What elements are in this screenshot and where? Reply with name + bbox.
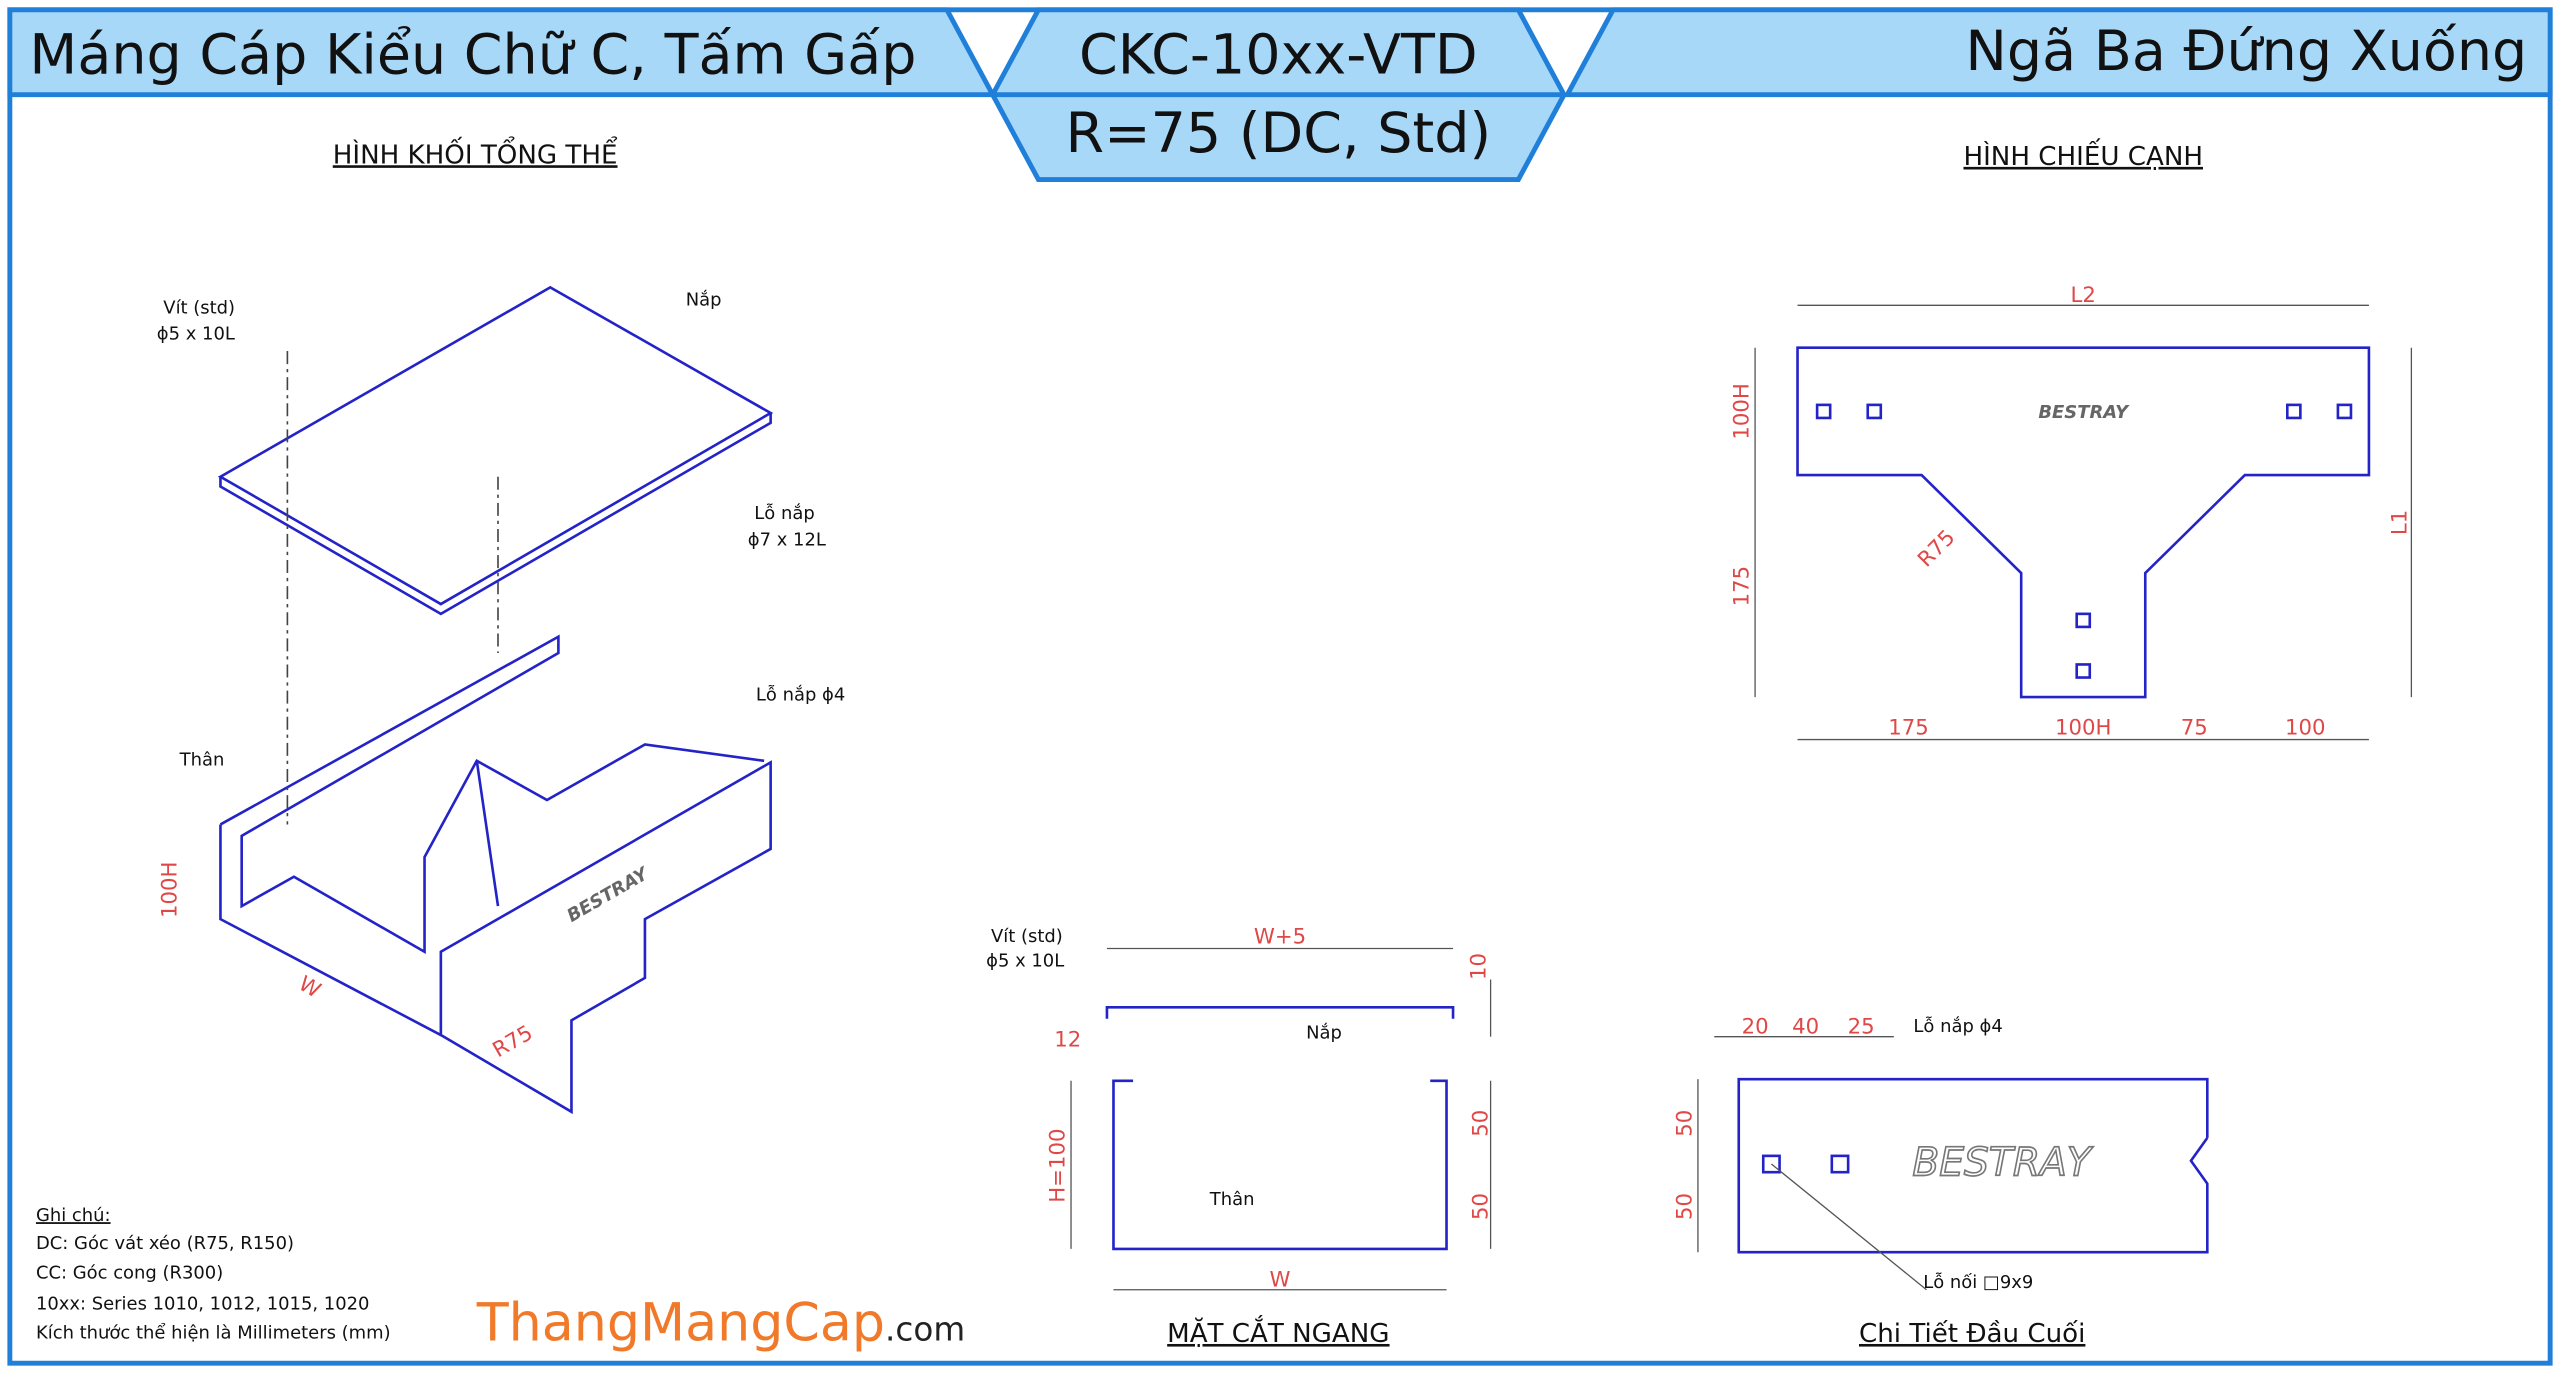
dimension: 100H (2055, 716, 2111, 741)
dimension: 25 (1848, 1014, 1875, 1039)
view-title: MẶT CẮT NGANG (1167, 1314, 1389, 1349)
label: Vít (std) (991, 926, 1063, 947)
view-title: HÌNH CHIẾU CẠNH (1963, 137, 2203, 172)
title: Máng Cáp Kiểu Chữ C, Tấm Gấp (29, 22, 916, 87)
radius-spec: R=75 (DC, Std) (1066, 101, 1492, 166)
dimension: 100H (157, 862, 182, 918)
label: Lỗ nắp (754, 503, 814, 524)
note: CC: Góc cong (R300) (36, 1262, 223, 1283)
dimension: 10 (1467, 953, 1492, 980)
label: Nắp (686, 289, 722, 310)
label: Thân (1209, 1189, 1255, 1210)
isometric-view: HÌNH KHỐI TỔNG THỂ Vít (std) ϕ5 x 10L Nắ… (157, 135, 845, 1115)
label: Thân (179, 750, 225, 771)
view-title: Chi Tiết Đầu Cuối (1859, 1319, 2085, 1349)
section-view: MẶT CẮT NGANG Vít (std) ϕ5 x 10L W+5 10 … (986, 925, 1493, 1349)
dimension: 12 (1054, 1027, 1081, 1052)
label: ϕ7 x 12L (748, 529, 826, 550)
note: 10xx: Series 1010, 1012, 1015, 1020 (36, 1293, 369, 1314)
label: Lỗ nắp ϕ4 (756, 684, 845, 705)
dimension-lines (1697, 1036, 1927, 1291)
label: Nắp (1306, 1022, 1342, 1043)
product-type: Ngã Ba Đứng Xuống (1965, 19, 2527, 84)
dimension: 100 (2285, 716, 2326, 741)
notes: Ghi chú: DC: Góc vát xéo (R75, R150) CC:… (36, 1205, 391, 1344)
body-back (219, 634, 765, 955)
body-inner (475, 760, 500, 907)
dimension: 100H (1730, 383, 1755, 439)
dimension: 50 (1672, 1193, 1697, 1220)
outline (1737, 1077, 2209, 1254)
note: DC: Góc vát xéo (R75, R150) (36, 1233, 294, 1254)
dimension: 50 (1468, 1110, 1493, 1137)
label: ϕ5 x 10L (157, 324, 235, 345)
label: Vít (std) (163, 297, 235, 318)
dimension: L1 (2387, 510, 2412, 535)
side-view: HÌNH CHIẾU CẠNH L2 100H 175 L1 R75 175 1… (1730, 137, 2413, 741)
watermark-name: ThangMangCap (476, 1293, 885, 1353)
note: Kích thước thể hiện là Millimeters (mm) (36, 1323, 391, 1344)
dimension: 175 (1730, 566, 1755, 607)
brand: BESTRAY (1912, 1140, 2093, 1185)
dimension-lines (1754, 304, 2413, 741)
holes (1761, 1154, 1850, 1174)
sheet-border (7, 7, 2553, 1366)
header-right (1563, 7, 2553, 98)
body (1112, 1079, 1448, 1251)
end-detail-view: Chi Tiết Đầu Cuối 20 40 25 Lỗ nắp ϕ4 50 … (1672, 1014, 2209, 1349)
dimension: 20 (1742, 1014, 1769, 1039)
view-title: HÌNH KHỐI TỔNG THỂ (333, 135, 618, 170)
dimension: 40 (1792, 1014, 1819, 1039)
dimension: 175 (1888, 716, 1929, 741)
label: ϕ5 x 10L (986, 950, 1064, 971)
body-front (219, 760, 772, 1115)
notes-heading: Ghi chú: (36, 1205, 111, 1226)
dimension: W (1270, 1267, 1291, 1292)
holes (1815, 403, 2353, 679)
dimension: 50 (1672, 1110, 1697, 1137)
dimension: 50 (1468, 1193, 1493, 1220)
dimension: H=100 (1045, 1129, 1070, 1203)
cover-edge (219, 413, 772, 616)
watermark-suffix: .com (885, 1310, 965, 1348)
brand: BESTRAY (2038, 402, 2130, 423)
code: CKC-10xx-VTD (1079, 22, 1478, 87)
outline (1796, 346, 2371, 699)
dimension-lines (1070, 947, 1492, 1291)
dimension: L2 (2071, 283, 2096, 308)
watermark: ThangMangCap.com (476, 1293, 965, 1353)
cover (1105, 1005, 1455, 1019)
label: Lỗ nối □9x9 (1923, 1272, 2033, 1293)
dimension: 75 (2181, 716, 2208, 741)
label: Lỗ nắp ϕ4 (1913, 1016, 2002, 1037)
dimension: W+5 (1254, 925, 1306, 950)
